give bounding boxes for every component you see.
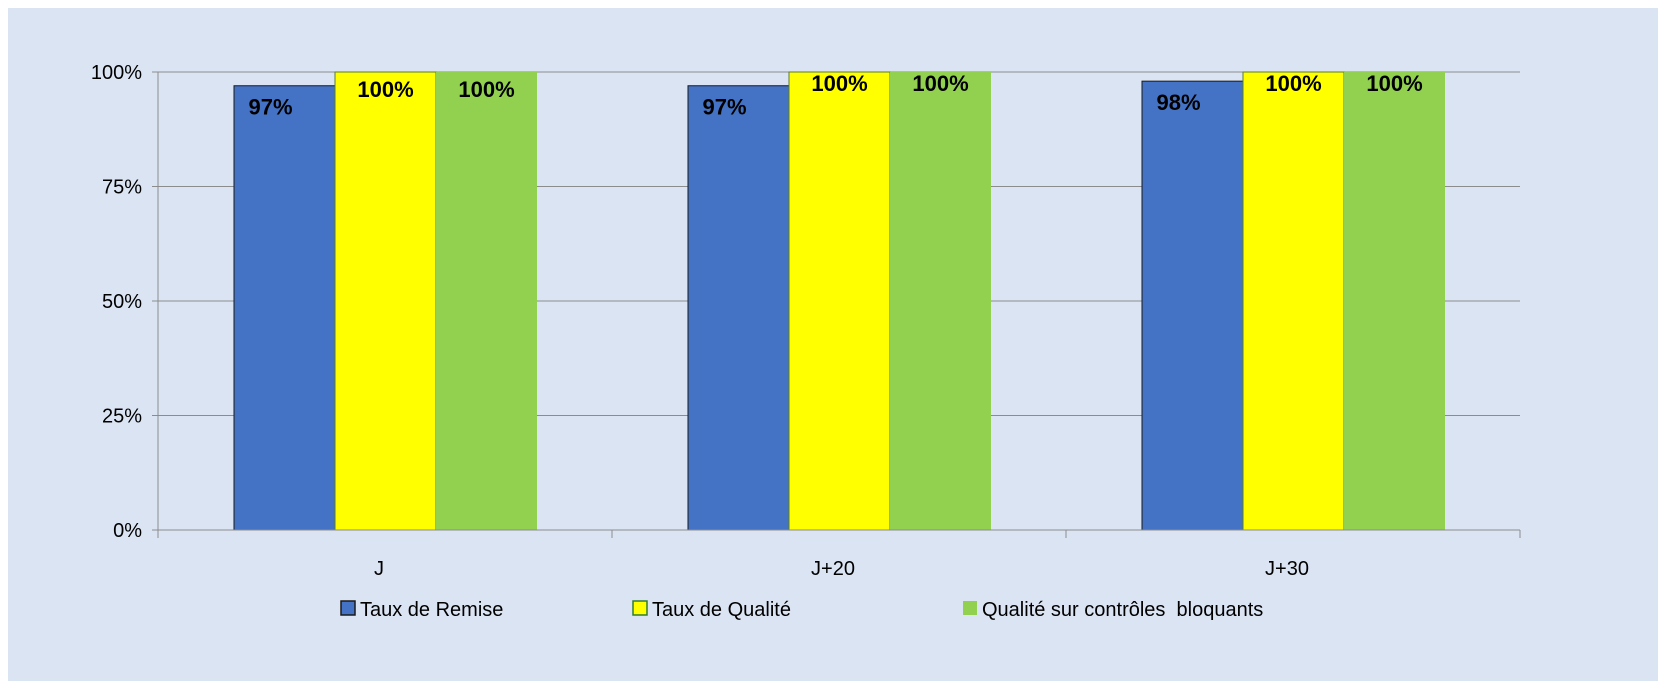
y-tick-label: 0% [113,520,142,542]
data-label: 100% [458,77,514,102]
bar [436,72,537,530]
data-label: 100% [912,71,968,96]
legend-label: Taux de Remise [360,599,503,621]
y-tick-label: 75% [102,177,142,199]
axes [152,71,1521,538]
bar-chart: 0% 25% 50% 75% 100% 97% 100% 100% 97% 100% 100% 98… [91,62,1521,621]
bar [334,71,437,531]
bar [1141,80,1244,531]
data-label: 100% [1265,71,1321,96]
chart-area: 0% 25% 50% 75% 100% 97% 100% 100% 97% 100% 100% 98… [8,8,1658,681]
bar [890,72,991,530]
legend: Taux de Remise Taux de Qualité Qualité sur… [340,599,1263,621]
y-tick-label: 100% [91,62,142,84]
legend-label: Qualité sur contrôles bloquants [982,599,1263,621]
bar [1242,71,1345,531]
x-tick-label: J+30 [1265,558,1309,580]
bar [687,85,790,531]
data-label: 98% [1156,90,1200,115]
legend-label: Taux de Qualité [652,599,791,621]
y-tick-label: 50% [102,291,142,313]
bar [233,85,336,531]
x-tick-label: J [374,558,384,580]
legend-swatch [632,600,648,616]
data-label: 100% [357,77,413,102]
bars [233,71,1445,531]
data-labels: 97% 100% 100% 97% 100% 100% 98% 100% 100% [248,71,1422,120]
data-label: 100% [1366,71,1422,96]
legend-swatch [340,600,356,616]
y-axis-tick-labels: 0% 25% 50% 75% 100% [91,62,142,542]
data-label: 97% [702,95,746,120]
data-label: 97% [248,95,292,120]
x-tick-label: J+20 [811,558,855,580]
legend-swatch [963,601,977,615]
y-tick-label: 25% [102,406,142,428]
x-axis-tick-labels: J J+20 J+30 [374,558,1309,580]
data-label: 100% [811,71,867,96]
bar [788,71,891,531]
bar [1344,72,1445,530]
